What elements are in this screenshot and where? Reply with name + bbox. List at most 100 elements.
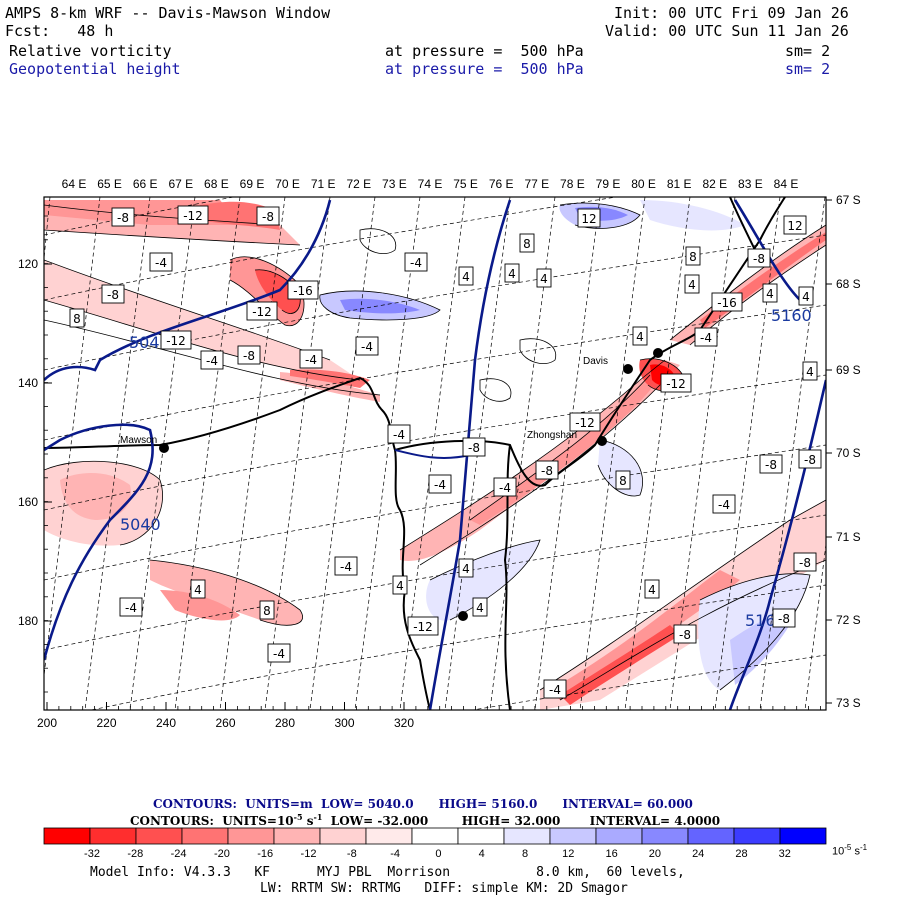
lon-label: 84 E — [774, 177, 799, 191]
vorticity-label-box — [535, 460, 559, 480]
lat-label: 72 S — [836, 613, 861, 627]
lon-label: 71 E — [311, 177, 336, 191]
stations: Mawson Davis Zhongshan — [120, 348, 663, 621]
colorbar-segment — [319, 827, 367, 845]
forecast-value: 48 h — [77, 22, 114, 40]
vorticity-label: 8 — [619, 474, 627, 488]
vorticity-label: 4 — [636, 330, 644, 344]
valid-value: 00 UTC Sun 11 Jan 26 — [668, 22, 849, 40]
vorticity-label-box — [111, 207, 135, 227]
lat-label: 68 S — [836, 277, 861, 291]
vort-legend-units-tail-exp: -1 — [313, 812, 323, 822]
colorbar-segment — [733, 827, 781, 845]
colorbar-label: -24 — [171, 848, 187, 860]
colorbar-segment — [365, 827, 413, 845]
vorticity-label-box — [772, 608, 796, 628]
height-legend-interval: INTERVAL= 60.000 — [562, 797, 693, 811]
lon-label: 81 E — [667, 177, 692, 191]
lon-label: 73 E — [382, 177, 407, 191]
vorticity-label-box — [404, 252, 428, 272]
model-info-line2: LW: RRTM SW: RRTMG DIFF: simple KM: 2D S… — [260, 881, 628, 896]
vort-legend-units-tail: s — [306, 814, 314, 828]
vorticity-label: -8 — [243, 349, 255, 363]
vorticity-label-box — [519, 233, 535, 253]
colorbar-label: 16 — [605, 848, 617, 860]
vorticity-label-box — [177, 205, 209, 225]
field1-name: Relative vorticity — [9, 42, 172, 60]
height-legend-low: LOW= 5040.0 — [321, 797, 414, 811]
vorticity-label: 8 — [523, 237, 531, 251]
vorticity-label: -4 — [273, 647, 285, 661]
vorticity-label: -8 — [804, 453, 816, 467]
colorbar-segment — [503, 827, 551, 845]
vorticity-label: -16 — [293, 284, 313, 298]
lon-label: 80 E — [631, 177, 656, 191]
vorticity-label: -12 — [666, 377, 686, 391]
height-legend-units: UNITS=m — [245, 797, 313, 811]
vorticity-label: -4 — [155, 256, 167, 270]
vorticity-label-box — [259, 600, 275, 620]
vorticity-label-box — [387, 424, 411, 444]
vorticity-label-box — [190, 579, 206, 599]
vorticity-label: -4 — [410, 256, 422, 270]
x-axis-ticks: 200 220 240 260 280 300 320 — [37, 702, 821, 730]
vorticity-label-box — [200, 350, 224, 370]
small-height-ring — [394, 449, 471, 459]
colorbar-segment — [273, 827, 321, 845]
vorticity-label-box — [462, 437, 486, 457]
colorbar-segment — [457, 827, 505, 845]
vorticity-label: -12 — [166, 334, 186, 348]
height-contour-legend: CONTOURS: UNITS=m LOW= 5040.0 HIGH= 5160… — [153, 797, 693, 811]
lon-label: 70 E — [275, 177, 300, 191]
colorbar-label: 0 — [435, 848, 441, 860]
vorticity-label: -4 — [549, 683, 561, 697]
vorticity-label-box — [119, 597, 143, 617]
vorticity-label-box — [458, 266, 474, 286]
colorbar-label: 12 — [562, 848, 574, 860]
height-contour-label: 5160 — [771, 306, 812, 325]
station-label: Davis — [583, 356, 608, 367]
vorticity-label: 4 — [508, 267, 516, 281]
vorticity-label: -4 — [393, 428, 405, 442]
vorticity-label-box — [660, 373, 692, 393]
vorticity-label: -4 — [700, 331, 712, 345]
lon-label: 82 E — [702, 177, 727, 191]
vort-legend-interval: INTERVAL= 4.0000 — [589, 814, 721, 828]
field2-pressure-value: 500 hPa — [520, 60, 584, 78]
vorticity-label: 4 — [462, 270, 470, 284]
vorticity-label-box — [472, 597, 488, 617]
vorticity-label: -8 — [679, 628, 691, 642]
vort-legend-low: LOW= -32.000 — [330, 814, 429, 828]
lon-label: 68 E — [204, 177, 229, 191]
vorticity-label-box — [407, 616, 439, 636]
lon-label: 69 E — [240, 177, 265, 191]
field1-pressure-label: at pressure = — [385, 42, 503, 60]
vorticity-label-box — [149, 252, 173, 272]
station-label: Mawson — [120, 435, 157, 446]
vorticity-label: 4 — [462, 562, 470, 576]
colorbar-segment — [411, 827, 459, 845]
model-info-line1: Model Info: V4.3.3 KF MYJ PBL Morrison 8… — [90, 865, 685, 880]
lon-label: 76 E — [489, 177, 514, 191]
colorbar-label: -8 — [347, 848, 357, 860]
colorbar-label: -4 — [390, 848, 400, 860]
vorticity-label: -12 — [575, 416, 595, 430]
lon-label: 74 E — [418, 177, 443, 191]
height-contour-label: 5040 — [129, 333, 170, 352]
colorbar-unit-exp: -5 — [844, 843, 852, 852]
forecast-label: Fcst: — [5, 22, 51, 40]
vorticity-label-box — [101, 284, 125, 304]
vorticity-label: 4 — [396, 579, 404, 593]
vorticity-label: -4 — [499, 481, 511, 495]
colorbar-label: 24 — [692, 848, 704, 860]
field2-name: Geopotential height — [9, 60, 181, 78]
vorticity-label: 12 — [581, 212, 596, 226]
lon-label: 67 E — [168, 177, 193, 191]
vorticity-label: 4 — [194, 583, 202, 597]
x-tick-label: 260 — [215, 716, 235, 730]
vorticity-label: -8 — [107, 288, 119, 302]
station-marker — [623, 364, 633, 374]
y-axis-ticks: 120 140 160 180 — [18, 215, 52, 693]
lon-axis-labels: 64 E 65 E 66 E 67 E 68 E 69 E 70 E 71 E 72 E 73 E… — [62, 177, 799, 191]
x-tick-label: 200 — [37, 716, 57, 730]
